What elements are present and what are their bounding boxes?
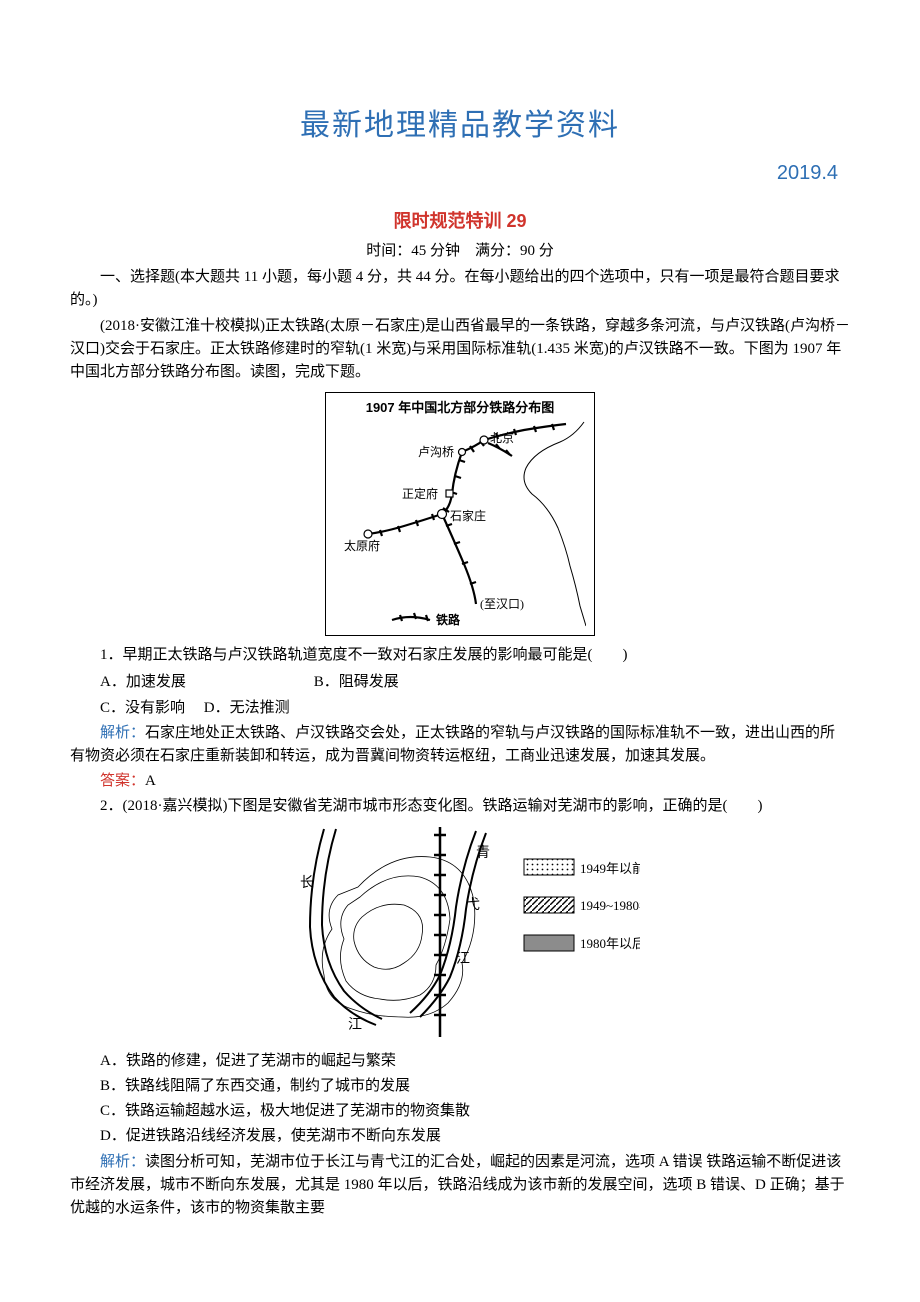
map-wuhu-city: 长 江 青 弋 江 1949年以前 1949~1980年 1980年以后 (280, 827, 640, 1037)
city-taiyuanfu (364, 530, 372, 538)
q2-optB: B．铁路线阻隔了东西交通，制约了城市的发展 (100, 1075, 850, 1098)
river-qingyi-l (410, 831, 476, 1013)
label-taiyuanfu: 太原府 (344, 538, 380, 553)
analysis-label-2: 解析： (100, 1154, 145, 1170)
passage-1: (2018·安徽江淮十校模拟)正太铁路(太原－石家庄)是山西省最早的一条铁路，穿… (70, 315, 850, 385)
q2-optD: D．促进铁路沿线经济发展，使芜湖市不断向东发展 (100, 1125, 850, 1148)
city-shijiazhuang (438, 510, 447, 519)
q1-optA: A．加速发展 (100, 670, 250, 694)
time-score: 时间：45 分钟 满分：90 分 (70, 239, 850, 260)
label-yi: 弋 (466, 897, 480, 913)
q1-optC: C．没有影响 (100, 700, 185, 716)
label-beijing: 北京 (490, 431, 514, 445)
label-jiang-l: 江 (348, 1017, 362, 1033)
city-lugouqiao (459, 449, 466, 456)
q2-optA: A．铁路的修建，促进了芜湖市的崛起与繁荣 (100, 1050, 850, 1073)
legend-1: 1949年以前 (580, 861, 640, 876)
area-pre1949 (354, 904, 423, 969)
label-lugouqiao: 卢沟桥 (418, 444, 454, 459)
label-to-hankou: (至汉口) (480, 597, 524, 611)
figure-1-title: 1907 年中国北方部分铁路分布图 (334, 397, 586, 416)
city-zhengdingfu (446, 490, 453, 497)
q2-text-line: 2．(2018·嘉兴模拟)下图是安徽省芜湖市城市形态变化图。铁路运输对芜湖市的影… (70, 795, 850, 818)
exercise-title: 限时规范特训 29 (70, 207, 850, 233)
answer-label: 答案： (100, 773, 145, 789)
figure-1: 1907 年中国北方部分铁路分布图 (70, 392, 850, 636)
map-north-china-rail: 北京 卢沟桥 正定府 石家庄 太原府 (至汉口) 铁路 (334, 416, 586, 628)
legend: 1949年以前 1949~1980年 1980年以后 (524, 859, 640, 951)
q1-analysis-text: 石家庄地处正太铁路、卢汉铁路交会处，正太铁路的窄轨与卢汉铁路的国际标准轨不一致，… (70, 725, 835, 764)
legend-2: 1949~1980年 (580, 898, 640, 913)
legend-rail-label: 铁路 (436, 612, 461, 627)
q2-analysis-text: 读图分析可知，芜湖市位于长江与青弋江的汇合处，崛起的因素是河流，选项 A 错误 … (70, 1154, 845, 1217)
q1-analysis: 解析：石家庄地处正太铁路、卢汉铁路交会处，正太铁路的窄轨与卢汉铁路的国际标准轨不… (70, 722, 850, 769)
city-beijing (480, 436, 488, 444)
main-title: 最新地理精品教学资料 (70, 100, 850, 144)
legend-rail: 铁路 (392, 612, 461, 627)
legend-3: 1980年以后 (580, 936, 640, 951)
q2-optC: C．铁路运输超越水运，极大地促进了芜湖市的物资集散 (100, 1100, 850, 1123)
q1-answer-value: A (145, 773, 156, 789)
q1-text: 1．早期正太铁路与卢汉铁路轨道宽度不一致对石家庄发展的影响最可能是( ) (100, 644, 850, 667)
q1-optD: D．无法推测 (204, 700, 290, 716)
doc-date: 2019.4 (70, 162, 838, 185)
figure-2: 长 江 青 弋 江 1949年以前 1949~1980年 1980年以后 (70, 827, 850, 1042)
zhengtai-railway (368, 514, 442, 536)
label-chang: 长 (300, 875, 314, 891)
label-zhengdingfu: 正定府 (402, 486, 438, 501)
area-1949-1980 (340, 875, 450, 999)
label-qing: 青 (476, 845, 490, 861)
q1-optB: B．阻碍发展 (314, 670, 464, 694)
label-jiang-r: 江 (456, 951, 470, 967)
coastline (524, 422, 586, 626)
river-changjiang-r (322, 829, 382, 1019)
q1-answer: 答案：A (70, 770, 850, 793)
q2-analysis: 解析：读图分析可知，芜湖市位于长江与青弋江的汇合处，崛起的因素是河流，选项 A … (70, 1151, 850, 1221)
analysis-label: 解析： (100, 725, 145, 741)
section-intro: 一、选择题(本大题共 11 小题，每小题 4 分，共 44 分。在每小题给出的四… (70, 266, 850, 313)
label-shijiazhuang: 石家庄 (450, 508, 486, 523)
railway (434, 827, 446, 1037)
